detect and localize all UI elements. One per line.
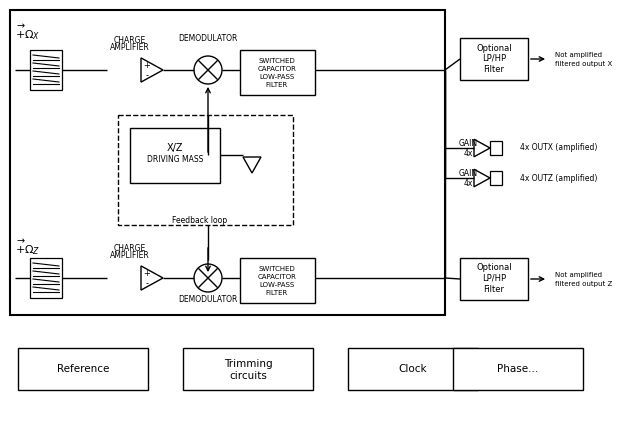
Text: +: + bbox=[143, 60, 150, 70]
Text: $\rightarrow$: $\rightarrow$ bbox=[15, 235, 27, 245]
Text: $\rightarrow$: $\rightarrow$ bbox=[15, 20, 27, 30]
Text: Clock: Clock bbox=[399, 364, 427, 374]
Bar bbox=[453, 348, 583, 390]
Bar bbox=[10, 10, 445, 315]
Text: filtered output X: filtered output X bbox=[555, 61, 612, 67]
Bar bbox=[18, 348, 148, 390]
Text: SWITCHED: SWITCHED bbox=[258, 58, 295, 64]
Bar bbox=[490, 141, 502, 155]
Text: Not amplified: Not amplified bbox=[555, 272, 602, 278]
Text: X/Z: X/Z bbox=[167, 143, 184, 153]
Text: Phase...: Phase... bbox=[497, 364, 539, 374]
Text: 4x OUTX (amplified): 4x OUTX (amplified) bbox=[520, 144, 598, 153]
Bar bbox=[240, 50, 315, 95]
Text: CHARGE: CHARGE bbox=[114, 36, 146, 45]
Text: Reference: Reference bbox=[57, 364, 109, 374]
Bar bbox=[460, 38, 528, 80]
Text: 4x: 4x bbox=[464, 178, 473, 187]
Text: LP/HP: LP/HP bbox=[482, 274, 506, 283]
Text: CAPACITOR: CAPACITOR bbox=[258, 274, 297, 280]
Text: Feedback loop: Feedback loop bbox=[172, 215, 227, 224]
Text: FILTER: FILTER bbox=[266, 82, 288, 88]
Bar bbox=[30, 258, 62, 298]
Bar bbox=[183, 348, 313, 390]
Text: SWITCHED: SWITCHED bbox=[258, 266, 295, 272]
Text: LOW-PASS: LOW-PASS bbox=[260, 74, 295, 80]
Text: -: - bbox=[145, 71, 148, 80]
Text: DEMODULATOR: DEMODULATOR bbox=[179, 295, 238, 304]
Text: Not amplified: Not amplified bbox=[555, 52, 602, 58]
Text: circuits: circuits bbox=[229, 371, 267, 381]
Text: CHARGE: CHARGE bbox=[114, 244, 146, 252]
Text: $+\Omega_Z$: $+\Omega_Z$ bbox=[15, 243, 40, 257]
Text: Trimming: Trimming bbox=[224, 359, 273, 369]
Text: AMPLIFIER: AMPLIFIER bbox=[110, 42, 150, 51]
Text: Optional: Optional bbox=[476, 43, 512, 53]
Bar bbox=[30, 50, 62, 90]
Bar bbox=[490, 171, 502, 185]
Bar bbox=[240, 258, 315, 303]
Text: LOW-PASS: LOW-PASS bbox=[260, 282, 295, 288]
Text: AMPLIFIER: AMPLIFIER bbox=[110, 250, 150, 260]
Bar bbox=[348, 348, 478, 390]
Text: +: + bbox=[143, 269, 150, 278]
Text: -: - bbox=[145, 280, 148, 289]
Text: Optional: Optional bbox=[476, 264, 512, 272]
Text: filtered output Z: filtered output Z bbox=[555, 281, 612, 287]
Text: $+\Omega_X$: $+\Omega_X$ bbox=[15, 28, 40, 42]
Text: CAPACITOR: CAPACITOR bbox=[258, 66, 297, 72]
Text: LP/HP: LP/HP bbox=[482, 54, 506, 62]
Text: Filter: Filter bbox=[483, 65, 504, 74]
Text: GAIN: GAIN bbox=[459, 168, 478, 178]
Text: GAIN: GAIN bbox=[459, 139, 478, 147]
Bar bbox=[130, 128, 220, 183]
Bar bbox=[460, 258, 528, 300]
Text: 4x OUTZ (amplified): 4x OUTZ (amplified) bbox=[520, 173, 598, 182]
Text: DRIVING MASS: DRIVING MASS bbox=[147, 155, 203, 164]
Bar bbox=[118, 115, 293, 225]
Text: 4x: 4x bbox=[464, 148, 473, 158]
Text: Filter: Filter bbox=[483, 284, 504, 294]
Text: DEMODULATOR: DEMODULATOR bbox=[179, 34, 238, 43]
Text: FILTER: FILTER bbox=[266, 290, 288, 296]
